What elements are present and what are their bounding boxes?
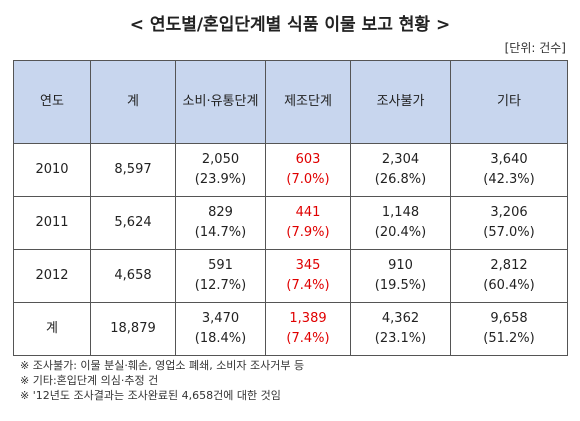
table-row: 2011 5,624 829 (14.7%) 441 (7.9%) 1,148 (20.4%)… <box>13 196 568 250</box>
percent: (7.4%) <box>286 331 330 346</box>
stage-cell: 3,470 (18.4%) <box>175 302 266 356</box>
count: 4,362 <box>381 311 420 326</box>
count: 2,304 <box>381 152 420 167</box>
count: 1,389 <box>289 311 327 326</box>
notes: ※ 조사불가: 이물 분실·훼손, 영업소 폐쇄, 소비자 조사거부 등 ※ 기타… <box>20 358 304 403</box>
count: 3,640 <box>490 152 528 167</box>
count: 345 <box>295 258 321 273</box>
percent: (12.7%) <box>194 278 247 293</box>
count: 3,206 <box>490 205 528 220</box>
stage-cell: 1,148 (20.4%) <box>350 196 451 250</box>
percent: (60.4%) <box>483 278 535 293</box>
year-cell: 2011 <box>13 196 91 250</box>
percent: (19.5%) <box>374 278 427 293</box>
table-body: 2010 8,597 2,050 (23.9%) 603 (7.0%) 2,304 (26.8… <box>13 143 568 356</box>
stage-cell: 441 (7.9%) <box>265 196 351 250</box>
percent: (20.4%) <box>374 225 427 240</box>
table: 연도 계 소비·유통단계 제조단계 조사불가 기타 2010 8,597 2,050 (23.9… <box>13 60 568 356</box>
percent: (7.9%) <box>286 225 330 240</box>
stage-cell: 2,304 (26.8%) <box>350 143 451 197</box>
header-row: 연도 계 소비·유통단계 제조단계 조사불가 기타 <box>13 60 568 144</box>
count: 3,470 <box>201 311 240 326</box>
count: 910 <box>388 258 413 273</box>
count: 591 <box>208 258 233 273</box>
year-cell: 계 <box>13 302 91 356</box>
note: ※ '12년도 조사결과는 조사완료된 4,658건에 대한 것임 <box>20 389 281 402</box>
count: 1,148 <box>381 205 420 220</box>
percent: (57.0%) <box>483 225 535 240</box>
table-row: 2012 4,658 591 (12.7%) 345 (7.4%) 910 (19.5%) 2,… <box>13 249 568 303</box>
percent: (26.8%) <box>374 172 427 187</box>
percent: (7.0%) <box>286 172 330 187</box>
stage-cell: 829 (14.7%) <box>175 196 266 250</box>
table-row: 계 18,879 3,470 (18.4%) 1,389 (7.4%) 4,362 (23.1… <box>13 302 568 356</box>
column-header: 제조단계 <box>265 60 351 144</box>
percent: (51.2%) <box>483 331 535 346</box>
count: 2,050 <box>201 152 240 167</box>
count: 2,812 <box>490 258 528 273</box>
total-cell: 4,658 <box>90 249 176 303</box>
column-header: 계 <box>90 60 176 144</box>
column-header: 기타 <box>450 60 568 144</box>
stage-cell: 603 (7.0%) <box>265 143 351 197</box>
column-header: 소비·유통단계 <box>175 60 266 144</box>
count: 441 <box>295 205 321 220</box>
year-cell: 2012 <box>13 249 91 303</box>
column-header: 연도 <box>13 60 91 144</box>
column-header: 조사불가 <box>350 60 451 144</box>
percent: (23.1%) <box>374 331 427 346</box>
percent: (18.4%) <box>194 331 247 346</box>
stage-cell: 3,640 (42.3%) <box>450 143 568 197</box>
stage-cell: 2,812 (60.4%) <box>450 249 568 303</box>
stage-cell: 4,362 (23.1%) <box>350 302 451 356</box>
percent: (42.3%) <box>483 172 535 187</box>
stage-cell: 910 (19.5%) <box>350 249 451 303</box>
note: ※ 조사불가: 이물 분실·훼손, 영업소 폐쇄, 소비자 조사거부 등 <box>20 359 305 372</box>
stage-cell: 9,658 (51.2%) <box>450 302 568 356</box>
stage-cell: 591 (12.7%) <box>175 249 266 303</box>
total-cell: 8,597 <box>90 143 176 197</box>
count: 603 <box>295 152 321 167</box>
note: ※ 기타:혼입단계 의심·추정 건 <box>20 374 159 387</box>
count: 829 <box>208 205 233 220</box>
percent: (14.7%) <box>194 225 247 240</box>
total-cell: 18,879 <box>90 302 176 356</box>
unit: [단위: 건수] <box>504 41 566 55</box>
stage-cell: 3,206 (57.0%) <box>450 196 568 250</box>
stage-cell: 345 (7.4%) <box>265 249 351 303</box>
total-cell: 5,624 <box>90 196 176 250</box>
count: 9,658 <box>490 311 528 326</box>
percent: (23.9%) <box>194 172 247 187</box>
table-row: 2010 8,597 2,050 (23.9%) 603 (7.0%) 2,304 (26.8… <box>13 143 568 197</box>
stage-cell: 1,389 (7.4%) <box>265 302 351 356</box>
percent: (7.4%) <box>286 278 330 293</box>
year-cell: 2010 <box>13 143 91 197</box>
title: < 연도별/혼입단계별 식품 이물 보고 현황 > <box>129 15 451 35</box>
stage-cell: 2,050 (23.9%) <box>175 143 266 197</box>
